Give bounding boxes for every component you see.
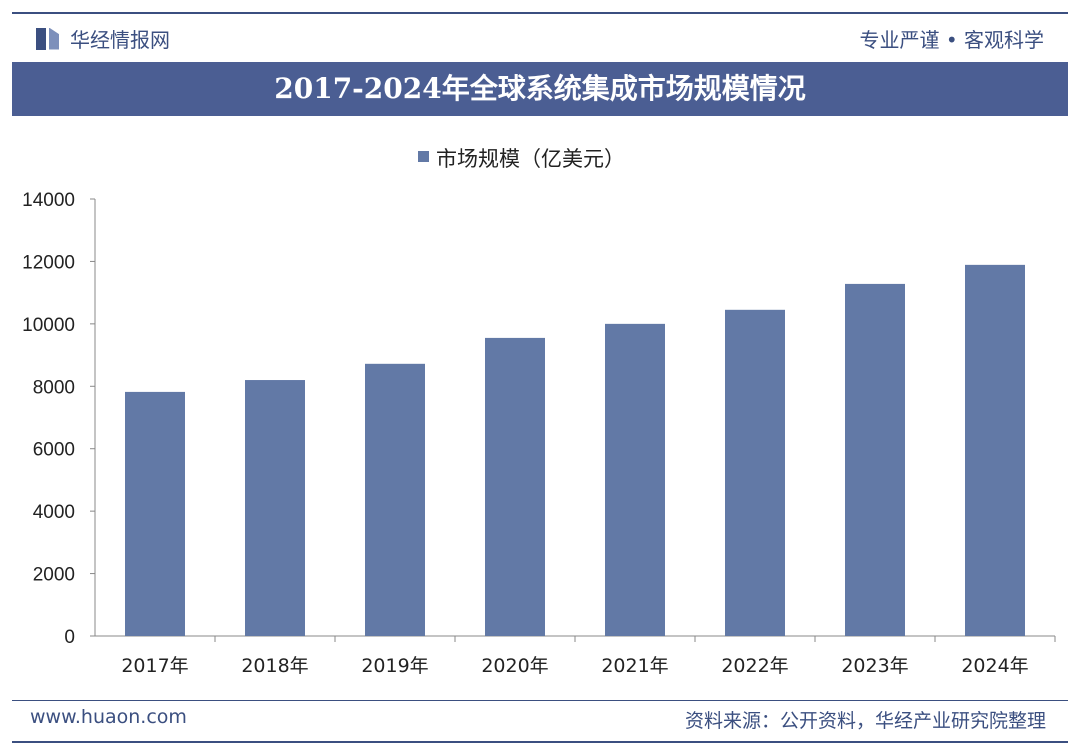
bottom-rule — [12, 741, 1068, 743]
logo-icon — [36, 27, 60, 50]
y-tick-label: 14000 — [22, 190, 75, 211]
source-note: 资料来源：公开资料，华经产业研究院整理 — [684, 710, 1046, 732]
footer-rule — [12, 700, 1068, 701]
bar-2023年 — [845, 283, 905, 636]
x-tick-label: 2022年 — [721, 655, 788, 677]
y-tick-label: 8000 — [33, 377, 75, 398]
brand-logo: 华经情报网 — [36, 24, 170, 53]
x-tick-label: 2023年 — [841, 655, 908, 677]
y-tick-label: 6000 — [33, 440, 75, 461]
legend-label: 市场规模（亿美元） — [436, 147, 625, 171]
bar-2019年 — [365, 363, 425, 636]
top-rule — [12, 12, 1068, 14]
x-tick-label: 2020年 — [481, 655, 548, 677]
y-tick-label: 4000 — [33, 502, 75, 523]
y-tick-label: 10000 — [22, 315, 75, 336]
x-tick-label: 2024年 — [961, 655, 1028, 677]
x-tick-label: 2021年 — [601, 655, 668, 677]
bar-2022年 — [725, 309, 785, 636]
bar-2017年 — [125, 391, 185, 636]
y-tick-label: 2000 — [33, 565, 75, 586]
bar-chart: 0 2000 4000 6000 8000 10000 12000 14000 2017年 201… — [22, 147, 1056, 677]
slogan: 专业严谨 • 客观科学 — [859, 28, 1044, 52]
x-tick-label: 2017年 — [121, 655, 188, 677]
website-link[interactable]: www.huaon.com — [30, 706, 187, 728]
bar-2024年 — [965, 264, 1025, 636]
brand-name: 华经情报网 — [70, 28, 170, 52]
y-tick-label: 0 — [64, 627, 75, 648]
y-tick-label: 12000 — [22, 252, 75, 273]
x-tick-label: 2019年 — [361, 655, 428, 677]
chart-title: 2017-2024年全球系统集成市场规模情况 — [12, 62, 1068, 116]
legend-swatch — [418, 151, 429, 162]
bar-2020年 — [485, 337, 545, 636]
x-tick-label: 2018年 — [241, 655, 308, 677]
bar-2018年 — [245, 380, 305, 636]
bar-2021年 — [605, 323, 665, 636]
